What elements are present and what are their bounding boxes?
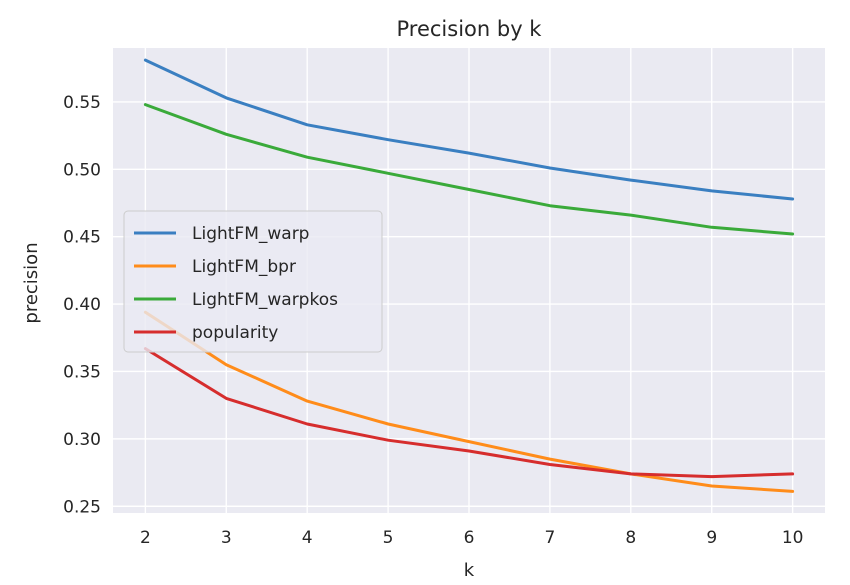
legend-label: LightFM_warp xyxy=(192,224,309,244)
x-tick-label: 2 xyxy=(140,528,151,548)
y-tick-labels: 0.25 0.30 0.35 0.40 0.45 0.50 0.55 xyxy=(63,93,101,517)
x-tick-label: 5 xyxy=(383,528,394,548)
y-axis-label: precision xyxy=(21,242,42,323)
legend-label: popularity xyxy=(192,323,278,343)
x-tick-label: 9 xyxy=(706,528,717,548)
series-lines xyxy=(143,58,795,493)
y-tick-label: 0.45 xyxy=(63,228,101,248)
x-tick-label: 3 xyxy=(221,528,232,548)
x-tick-labels: 2 3 4 5 6 7 8 9 10 xyxy=(140,528,804,548)
x-tick-label: 10 xyxy=(782,528,804,548)
y-tick-label: 0.50 xyxy=(63,160,101,180)
series-line-0 xyxy=(143,58,795,201)
y-tick-label: 0.25 xyxy=(63,497,101,517)
legend-label: LightFM_bpr xyxy=(192,257,296,277)
x-tick-label: 8 xyxy=(625,528,636,548)
x-tick-label: 4 xyxy=(302,528,313,548)
legend-label: LightFM_warpkos xyxy=(192,290,338,310)
series-line-2 xyxy=(143,103,795,236)
series-line-3 xyxy=(143,347,795,479)
legend-box xyxy=(123,210,383,353)
series-line-1 xyxy=(143,310,795,493)
legend: LightFM_warp LightFM_bpr LightFM_warpkospo… xyxy=(123,210,383,353)
x-tick-label: 7 xyxy=(544,528,555,548)
chart-title: Precision by k xyxy=(397,17,543,41)
x-tick-label: 6 xyxy=(464,528,475,548)
y-tick-label: 0.55 xyxy=(63,93,101,113)
y-tick-label: 0.30 xyxy=(63,430,101,450)
x-axis-label: k xyxy=(464,560,475,581)
y-tick-label: 0.35 xyxy=(63,362,101,382)
y-tick-label: 0.40 xyxy=(63,295,101,315)
